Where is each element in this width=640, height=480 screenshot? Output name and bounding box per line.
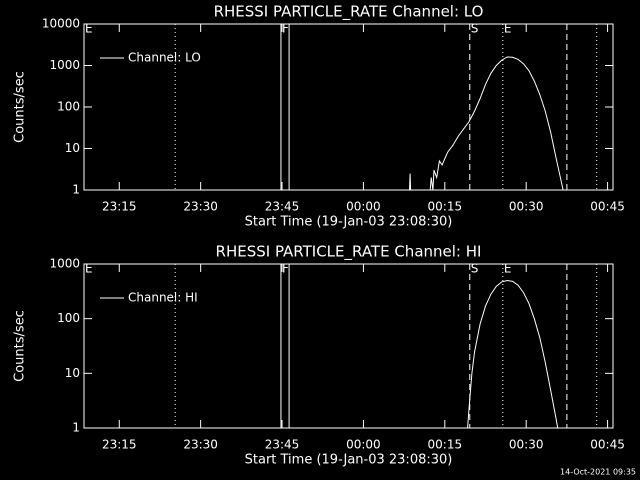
event-marker-label: S	[471, 262, 479, 276]
event-marker-label: E	[504, 22, 512, 36]
x-tick-label: 00:15	[428, 438, 463, 452]
x-tick-label: 00:15	[428, 200, 463, 214]
x-tick-label: 23:15	[102, 438, 137, 452]
footer: 14-Oct-2021 09:35	[560, 468, 636, 477]
x-tick-label: 00:30	[509, 200, 544, 214]
y-tick-label: 10	[65, 141, 80, 155]
event-marker-label: E	[85, 22, 93, 36]
x-tick-label: 00:00	[346, 200, 381, 214]
x-tick-label: 00:45	[590, 438, 625, 452]
legend-label: Channel: LO	[128, 51, 201, 65]
event-marker-label: E	[504, 262, 512, 276]
y-axis-label: Counts/sec	[13, 310, 28, 382]
x-tick-label: 00:00	[346, 438, 381, 452]
x-tick-label: 23:45	[265, 438, 300, 452]
chart-title: RHESSI PARTICLE_RATE Channel: LO	[214, 3, 484, 22]
x-axis-label: Start Time (19-Jan-03 23:08:30)	[245, 215, 453, 230]
x-tick-label: 23:45	[265, 200, 300, 214]
event-marker-label: E	[85, 262, 93, 276]
y-axis-label: Counts/sec	[13, 71, 28, 143]
x-tick-label: 00:30	[509, 438, 544, 452]
y-tick-label: 10	[65, 366, 80, 380]
y-tick-label: 100	[57, 100, 80, 114]
x-tick-label: 00:45	[590, 200, 625, 214]
x-tick-label: 23:30	[183, 438, 218, 452]
event-marker-label: F	[282, 262, 289, 276]
x-tick-label: 23:30	[183, 200, 218, 214]
x-tick-label: 23:15	[102, 200, 137, 214]
y-tick-label: 1	[72, 183, 80, 197]
y-tick-label: 10000	[42, 17, 80, 31]
y-tick-label: 1	[72, 421, 80, 435]
event-marker-label: S	[471, 22, 479, 36]
y-tick-label: 1000	[49, 58, 80, 72]
chart-title: RHESSI PARTICLE_RATE Channel: HI	[216, 243, 482, 262]
y-tick-label: 1000	[49, 257, 80, 271]
legend-label: Channel: HI	[128, 291, 198, 305]
data-line	[467, 279, 559, 429]
event-marker-label: F	[282, 22, 289, 36]
data-line	[409, 56, 564, 191]
x-axis-label: Start Time (19-Jan-03 23:08:30)	[245, 453, 453, 468]
y-tick-label: 100	[57, 311, 80, 325]
